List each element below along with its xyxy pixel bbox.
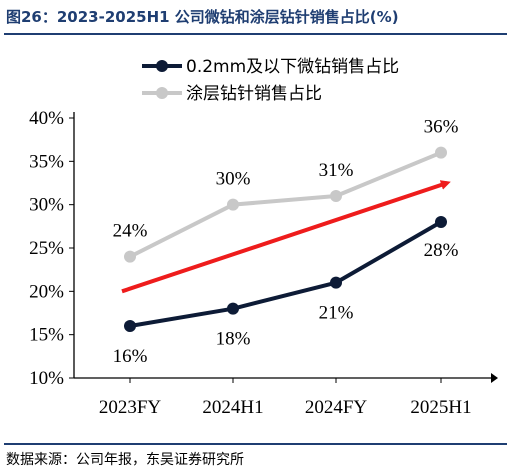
legend-swatch-marker [156, 87, 168, 99]
x-tick-label: 2025H1 [410, 397, 471, 418]
y-tick-label: 35% [29, 151, 64, 172]
data-label: 36% [424, 117, 459, 138]
data-point [330, 190, 342, 202]
x-axis-arrowhead [491, 373, 498, 383]
data-label: 21% [319, 303, 354, 324]
x-tick-label: 2024FY [305, 397, 368, 418]
data-point [124, 250, 136, 263]
data-point [227, 198, 239, 211]
data-point [435, 216, 447, 228]
x-tick-label: 2023FY [99, 397, 162, 418]
y-tick-label: 25% [29, 238, 64, 259]
data-point [330, 276, 342, 289]
y-tick-label: 20% [29, 281, 64, 302]
title-rule [4, 33, 507, 35]
data-label: 16% [113, 346, 148, 367]
x-tick-label: 2024H1 [202, 397, 263, 418]
legend-entry-label: 涂层钻针销售占比 [186, 84, 322, 104]
data-label: 31% [319, 160, 354, 181]
source-rule [4, 443, 507, 445]
series-line-coated [129, 150, 442, 259]
data-label: 28% [424, 240, 459, 261]
figure-title: 图26：2023-2025H1 公司微钻和涂层钻针销售占比(%) [6, 8, 399, 26]
data-point [124, 320, 136, 332]
legend-swatch-marker [156, 60, 168, 72]
data-point [227, 302, 239, 315]
trend-arrow [121, 180, 451, 294]
data-label: 24% [113, 221, 148, 242]
y-tick-label: 30% [29, 195, 64, 216]
data-label: 30% [216, 169, 251, 190]
series-line-microdrill [129, 220, 443, 328]
y-tick-label: 15% [29, 325, 64, 346]
data-point [435, 146, 447, 159]
y-tick-label: 10% [29, 368, 64, 389]
legend-entry-label: 0.2mm及以下微钻销售占比 [186, 57, 399, 77]
data-label: 18% [216, 329, 251, 350]
y-tick-label: 40% [29, 108, 64, 129]
source-note: 数据来源：公司年报，东吴证券研究所 [6, 452, 244, 468]
